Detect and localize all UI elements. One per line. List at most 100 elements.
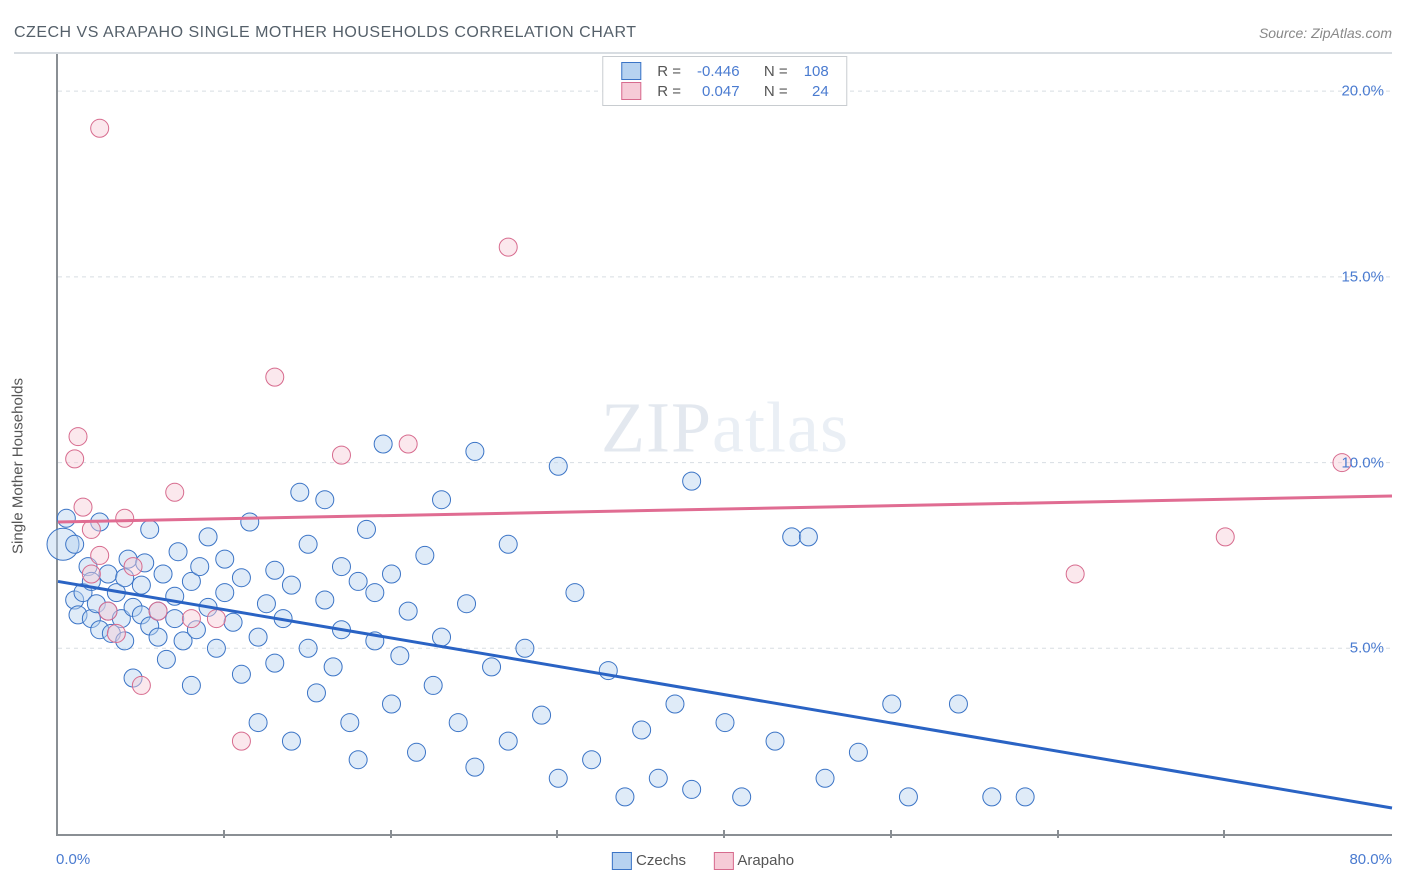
scatter-point: [883, 695, 901, 713]
legend-swatch: [621, 82, 641, 100]
y-tick-label: 20.0%: [1341, 83, 1384, 100]
scatter-point: [149, 602, 167, 620]
x-tick-label-max: 80.0%: [1349, 851, 1392, 868]
scatter-point: [166, 483, 184, 501]
scatter-point: [458, 595, 476, 613]
scatter-point: [616, 788, 634, 806]
x-tick: [1223, 830, 1225, 838]
scatter-point: [499, 238, 517, 256]
scatter-point: [266, 654, 284, 672]
chart-title: CZECH VS ARAPAHO SINGLE MOTHER HOUSEHOLD…: [14, 24, 636, 42]
scatter-point: [232, 569, 250, 587]
header: CZECH VS ARAPAHO SINGLE MOTHER HOUSEHOLD…: [14, 18, 1392, 48]
scatter-point: [169, 543, 187, 561]
scatter-point: [182, 610, 200, 628]
stat-n-value: 24: [796, 81, 837, 101]
scatter-point: [66, 450, 84, 468]
scatter-point: [207, 639, 225, 657]
scatter-point: [983, 788, 1001, 806]
legend-swatch: [714, 852, 734, 870]
scatter-point: [241, 513, 259, 531]
scatter-point: [291, 483, 309, 501]
scatter-point: [549, 457, 567, 475]
scatter-point: [199, 528, 217, 546]
scatter-point: [783, 528, 801, 546]
legend-swatch: [621, 62, 641, 80]
x-tick: [223, 830, 225, 838]
scatter-point: [433, 491, 451, 509]
plot-area: ZIPatlas R =-0.446 N =108R =0.047 N =24 …: [56, 54, 1392, 836]
scatter-point: [383, 695, 401, 713]
stat-r-value: 0.047: [689, 81, 748, 101]
scatter-point: [57, 509, 75, 527]
scatter-point: [683, 780, 701, 798]
scatter-point: [383, 565, 401, 583]
scatter-point: [249, 628, 267, 646]
chart-container: CZECH VS ARAPAHO SINGLE MOTHER HOUSEHOLD…: [0, 0, 1406, 892]
scatter-point: [141, 520, 159, 538]
scatter-point: [1216, 528, 1234, 546]
scatter-point: [633, 721, 651, 739]
scatter-point: [349, 751, 367, 769]
scatter-point: [516, 639, 534, 657]
scatter-point: [499, 732, 517, 750]
scatter-point: [399, 602, 417, 620]
scatter-point: [391, 647, 409, 665]
scatter-point: [899, 788, 917, 806]
x-tick: [1057, 830, 1059, 838]
scatter-point: [91, 546, 109, 564]
scatter-point: [683, 472, 701, 490]
stat-n-label: N =: [748, 81, 796, 101]
y-tick-label: 15.0%: [1341, 268, 1384, 285]
scatter-point: [433, 628, 451, 646]
scatter-point: [282, 576, 300, 594]
scatter-point: [266, 368, 284, 386]
scatter-point: [224, 613, 242, 631]
x-tick: [556, 830, 558, 838]
scatter-point: [449, 714, 467, 732]
scatter-point: [466, 758, 484, 776]
scatter-point: [324, 658, 342, 676]
scatter-point: [99, 602, 117, 620]
scatter-point: [649, 769, 667, 787]
stat-n-value: 108: [796, 61, 837, 81]
x-tick: [390, 830, 392, 838]
stat-r-label: R =: [649, 81, 689, 101]
scatter-point: [399, 435, 417, 453]
scatter-point: [132, 576, 150, 594]
scatter-point: [149, 628, 167, 646]
y-tick-label: 5.0%: [1350, 640, 1384, 657]
chart-svg: [58, 54, 1392, 834]
scatter-point: [107, 624, 125, 642]
scatter-point: [483, 658, 501, 676]
stats-legend: R =-0.446 N =108R =0.047 N =24: [602, 56, 847, 106]
y-tick-label: 10.0%: [1341, 454, 1384, 471]
scatter-point: [316, 491, 334, 509]
x-tick: [723, 830, 725, 838]
scatter-point: [341, 714, 359, 732]
scatter-point: [466, 442, 484, 460]
scatter-point: [69, 428, 87, 446]
scatter-point: [416, 546, 434, 564]
scatter-point: [257, 595, 275, 613]
scatter-point: [116, 509, 134, 527]
scatter-point: [1066, 565, 1084, 583]
scatter-point: [232, 732, 250, 750]
stat-n-label: N =: [748, 61, 796, 81]
scatter-point: [216, 550, 234, 568]
scatter-point: [332, 446, 350, 464]
trend-line: [58, 581, 1392, 808]
scatter-point: [157, 650, 175, 668]
scatter-point: [766, 732, 784, 750]
scatter-point: [816, 769, 834, 787]
scatter-point: [82, 565, 100, 583]
scatter-point: [533, 706, 551, 724]
scatter-point: [408, 743, 426, 761]
scatter-point: [316, 591, 334, 609]
scatter-point: [357, 520, 375, 538]
scatter-point: [154, 565, 172, 583]
legend-label: Arapaho: [737, 852, 794, 869]
scatter-point: [716, 714, 734, 732]
series-legend: Czechs Arapaho: [598, 852, 808, 870]
scatter-point: [332, 558, 350, 576]
